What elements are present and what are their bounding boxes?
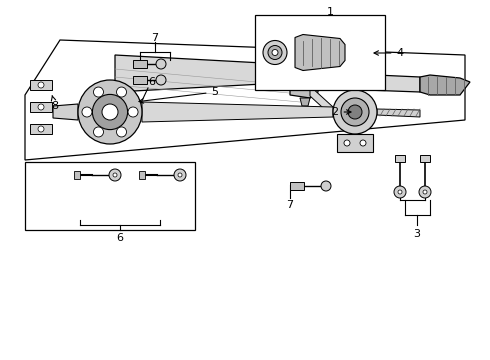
Circle shape: [38, 82, 44, 88]
Circle shape: [174, 169, 186, 181]
Circle shape: [38, 104, 44, 110]
Text: 6: 6: [117, 233, 123, 243]
Circle shape: [419, 186, 431, 198]
Circle shape: [263, 40, 287, 64]
Polygon shape: [290, 62, 318, 98]
Text: 7: 7: [151, 33, 159, 43]
Bar: [74, 171, 80, 179]
Polygon shape: [25, 40, 465, 160]
Circle shape: [94, 127, 103, 137]
Circle shape: [344, 140, 350, 146]
Bar: [337, 134, 373, 152]
Circle shape: [394, 186, 406, 198]
Polygon shape: [300, 98, 310, 106]
Circle shape: [113, 173, 117, 177]
Text: 8: 8: [51, 95, 59, 111]
Polygon shape: [420, 75, 470, 95]
Text: 6: 6: [148, 77, 155, 87]
Text: 7: 7: [287, 200, 294, 210]
Circle shape: [423, 190, 427, 194]
Text: 5: 5: [139, 87, 219, 103]
Circle shape: [333, 90, 377, 134]
Circle shape: [178, 173, 182, 177]
Circle shape: [78, 80, 142, 144]
Circle shape: [348, 105, 362, 119]
Polygon shape: [295, 35, 345, 71]
Circle shape: [38, 126, 44, 132]
Bar: [133, 60, 147, 68]
Bar: [30, 80, 52, 90]
Bar: [139, 171, 145, 179]
Circle shape: [128, 107, 138, 117]
Circle shape: [321, 181, 331, 191]
Polygon shape: [310, 86, 333, 117]
Polygon shape: [115, 55, 300, 92]
Circle shape: [94, 87, 103, 97]
Bar: [255, 15, 385, 90]
Polygon shape: [142, 102, 333, 122]
Text: 1: 1: [326, 7, 334, 17]
Circle shape: [82, 107, 92, 117]
Circle shape: [102, 104, 118, 120]
Circle shape: [360, 140, 366, 146]
Bar: [30, 102, 52, 112]
Circle shape: [109, 169, 121, 181]
Bar: [420, 155, 430, 162]
Text: 4: 4: [374, 48, 404, 58]
Bar: [395, 155, 405, 162]
Circle shape: [156, 75, 166, 85]
Text: 3: 3: [414, 229, 420, 239]
Bar: [25, 162, 195, 230]
Circle shape: [93, 94, 127, 130]
Bar: [133, 76, 147, 84]
Circle shape: [117, 127, 126, 137]
Bar: [290, 182, 304, 190]
Bar: [30, 124, 52, 134]
Circle shape: [398, 190, 402, 194]
Polygon shape: [300, 54, 310, 62]
Circle shape: [297, 72, 313, 88]
Circle shape: [117, 87, 126, 97]
Polygon shape: [377, 109, 420, 117]
Circle shape: [341, 98, 369, 126]
Circle shape: [272, 50, 278, 55]
Polygon shape: [53, 104, 78, 120]
Circle shape: [156, 59, 166, 69]
Polygon shape: [310, 72, 420, 92]
Text: 2: 2: [331, 107, 351, 117]
Circle shape: [301, 76, 309, 84]
Circle shape: [268, 45, 282, 59]
